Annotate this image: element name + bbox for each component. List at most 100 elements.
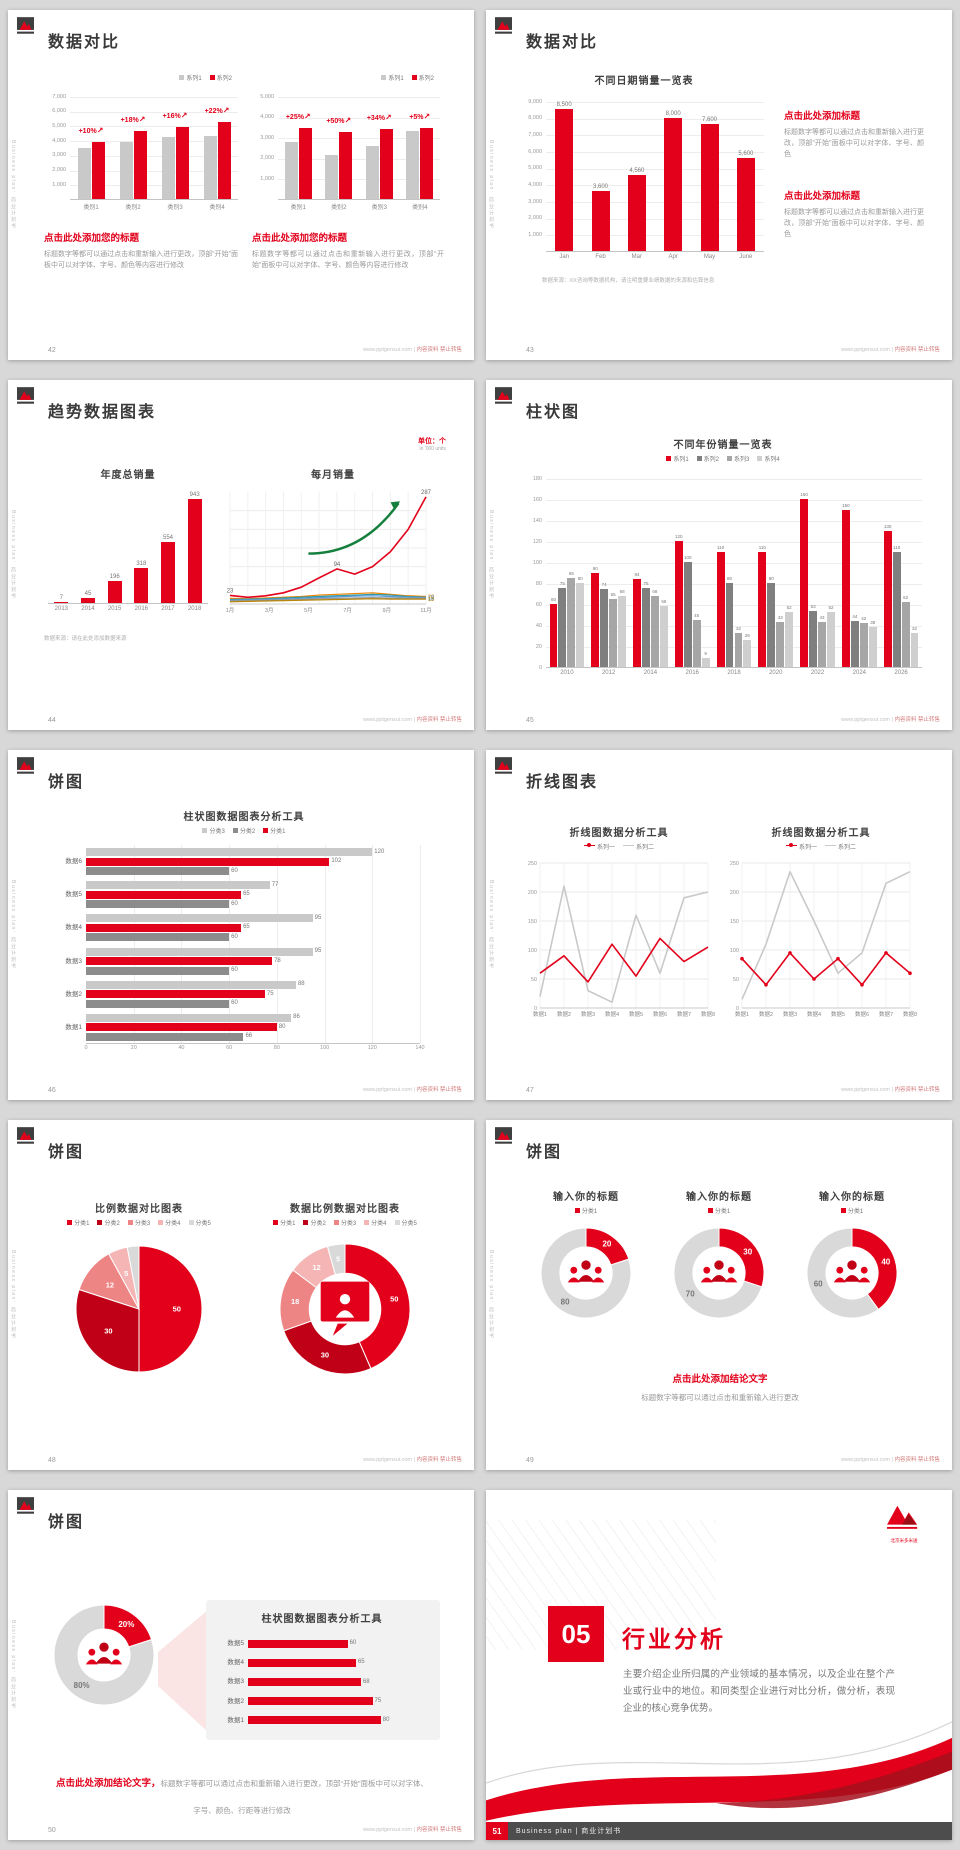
slide-footer: www.pptgensui.com | 内容资料 禁止转售 bbox=[841, 715, 940, 723]
conclusion-subtext: 标题数字等都可以通过点击和重新输入进行更改 bbox=[641, 1393, 799, 1403]
sidebar-vertical-text: Business plan．商业计划书 bbox=[10, 140, 16, 230]
caption-heading: 点击此处添加您的标题 bbox=[252, 233, 348, 244]
svg-text:3月: 3月 bbox=[265, 607, 274, 614]
panel-bar-chart: 柱状图数据图表分析工具 数据5 60 数据4 65 数据3 68 数据2 75 数据1 80 bbox=[227, 1614, 390, 1725]
svg-text:40: 40 bbox=[881, 1258, 890, 1267]
line-chart-left: 折线图数据分析工具 系列一 系列二 0 50 100 150 200 250 数据1 数据2 数据3 数… bbox=[527, 828, 716, 1018]
brand-logo-icon bbox=[17, 1497, 34, 1514]
slide-48-pie-charts[interactable]: Business plan．商业计划书 饼图 比例数据对比图表 分类1 分类2 分类3… bbox=[8, 1120, 474, 1470]
svg-text:250: 250 bbox=[528, 861, 537, 867]
footer-site: www.pptgensui.com | bbox=[841, 347, 893, 353]
slide-title: 数据对比 bbox=[526, 34, 599, 51]
page-number: 48 bbox=[48, 1457, 56, 1464]
footer-note: 内容资料 禁止转售 bbox=[894, 1087, 940, 1093]
svg-text:数据2: 数据2 bbox=[759, 1010, 773, 1018]
svg-text:60: 60 bbox=[814, 1279, 823, 1288]
svg-text:100: 100 bbox=[528, 948, 537, 954]
slide-49-donut-charts[interactable]: Business plan．商业计划书 饼图 输入你的标题 分类1 20 80 输入你… bbox=[486, 1120, 952, 1470]
slide-42-data-comparison[interactable]: Business plan．商业计划书 数据对比 系列1 系列2 7,000 6,00… bbox=[8, 10, 474, 360]
donut-chart: 数据比例数据对比图表 分类1 分类2 分类3 分类4 分类5 50 30 18 12 5 bbox=[244, 1200, 446, 1420]
caption-block: 点击此处添加标题 标题数字等都可以通过点击和重新输入进行更改，顶部“开始”面板中… bbox=[784, 108, 924, 161]
slide-43-data-comparison[interactable]: Business plan．商业计划书 数据对比 不同日期销量一览表 9,000 8… bbox=[486, 10, 952, 360]
svg-text:数据8: 数据8 bbox=[903, 1010, 917, 1018]
sidebar-vertical-text: Business plan．商业计划书 bbox=[488, 140, 494, 230]
conclusion-block: 点击此处添加结论文字 标题数字等都可以通过点击和重新输入进行更改 bbox=[522, 1372, 918, 1405]
svg-text:5: 5 bbox=[124, 1269, 128, 1278]
svg-text:9月: 9月 bbox=[383, 607, 392, 614]
svg-text:数据3: 数据3 bbox=[581, 1010, 595, 1018]
annual-sales-bar-chart: 年度总销量 2013 7 2014 45 2015 196 2016 318 2017 554 201… bbox=[44, 466, 212, 616]
footer-site: www.pptgensui.com | bbox=[363, 347, 415, 353]
slide-footer: www.pptgensui.com | 内容资料 禁止转售 bbox=[841, 1455, 940, 1463]
sidebar-vertical-text: Business plan．商业计划书 bbox=[10, 510, 16, 600]
svg-text:18: 18 bbox=[428, 595, 434, 601]
svg-text:30: 30 bbox=[104, 1327, 112, 1336]
section-description: 主要介绍企业所归属的产业领域的基本情况，以及企业在整个产业或行业中的地位。和同类… bbox=[623, 1669, 895, 1715]
page-number: 45 bbox=[526, 717, 534, 724]
slide-50-donut-analysis[interactable]: Business plan．商业计划书 饼图 20% 80% 柱状图数据图表分析工… bbox=[8, 1490, 474, 1840]
donut-chart-1: 输入你的标题 分类1 20 80 bbox=[520, 1188, 652, 1360]
data-source-note: 数据来源：XX咨询等数据机构，请注明重要业绩数据的来源和估算信息 bbox=[542, 278, 715, 284]
slide-51-section-divider[interactable]: 北京米多米送 05 行业分析 主要介绍企业所归属的产业领域的基本情况，以及企业在… bbox=[486, 1490, 952, 1840]
footer-note: 内容资料 禁止转售 bbox=[894, 347, 940, 353]
svg-text:15: 15 bbox=[428, 596, 434, 602]
slide-footer: www.pptgensui.com | 内容资料 禁止转售 bbox=[363, 345, 462, 353]
slide-title: 柱状图 bbox=[526, 404, 581, 421]
donut-chart: 20% 80% bbox=[40, 1600, 168, 1728]
svg-text:20: 20 bbox=[428, 595, 434, 601]
brand-logo-icon bbox=[17, 17, 34, 34]
svg-text:7月: 7月 bbox=[343, 607, 352, 614]
svg-text:5: 5 bbox=[336, 1255, 340, 1264]
svg-text:50: 50 bbox=[531, 977, 537, 983]
slide-title: 数据对比 bbox=[48, 34, 121, 51]
footer-site: www.pptgensui.com | bbox=[363, 1087, 415, 1093]
caption-body: 标题数字等都可以通过点击和重新输入进行更改，顶部“开始”面板中可以对字体、字号、… bbox=[784, 209, 924, 239]
page-number: 51 bbox=[486, 1822, 508, 1840]
svg-text:94: 94 bbox=[334, 562, 341, 568]
footer-site: www.pptgensui.com | bbox=[363, 1457, 415, 1463]
unit-subtext: in '000 units bbox=[419, 446, 446, 452]
slide-44-trend-charts[interactable]: Business plan．商业计划书 趋势数据图表 单位：个 in '000 … bbox=[8, 380, 474, 730]
caption-heading: 点击此处添加您的标题 bbox=[44, 233, 140, 244]
page-number: 42 bbox=[48, 347, 56, 354]
svg-text:287: 287 bbox=[421, 490, 432, 496]
svg-text:数据6: 数据6 bbox=[855, 1010, 869, 1018]
slide-title: 饼图 bbox=[48, 1514, 85, 1531]
slide-title: 饼图 bbox=[526, 1144, 563, 1161]
footer-site: www.pptgensui.com | bbox=[363, 717, 415, 723]
sidebar-vertical-text: Business plan．商业计划书 bbox=[10, 880, 16, 970]
footer-note: 内容资料 禁止转售 bbox=[416, 347, 462, 353]
conclusion-heading: 点击此处添加结论文字， bbox=[56, 1778, 161, 1789]
slide-title: 饼图 bbox=[48, 1144, 85, 1161]
slide-45-column-chart[interactable]: Business plan．商业计划书 柱状图 不同年份销量一览表 系列1 系列2 系… bbox=[486, 380, 952, 730]
svg-text:0: 0 bbox=[736, 1006, 739, 1012]
pie-chart: 比例数据对比图表 分类1 分类2 分类3 分类4 分类5 50 30 12 5 bbox=[38, 1200, 240, 1420]
svg-text:150: 150 bbox=[528, 919, 537, 925]
unit-text: 单位：个 bbox=[418, 438, 446, 445]
footer-site: www.pptgensui.com | bbox=[363, 1827, 415, 1833]
brand-logo-icon bbox=[887, 1505, 918, 1529]
footer-note: 内容资料 禁止转售 bbox=[894, 1457, 940, 1463]
slide-footer: www.pptgensui.com | 内容资料 禁止转售 bbox=[841, 345, 940, 353]
svg-text:50: 50 bbox=[733, 977, 739, 983]
sidebar-vertical-text: Business plan．商业计划书 bbox=[10, 1250, 16, 1340]
conclusion-subtext: 标题数字等都可以通过点击和重新输入进行更改，顶部“开始”面板中可以对字体、字号、… bbox=[160, 1779, 429, 1816]
slide-46-horizontal-bars[interactable]: Business plan．商业计划书 饼图 柱状图数据图表分析工具 分类3 分类2… bbox=[8, 750, 474, 1100]
svg-text:12: 12 bbox=[312, 1263, 320, 1272]
svg-text:数据2: 数据2 bbox=[557, 1010, 571, 1018]
svg-text:50: 50 bbox=[390, 1294, 398, 1303]
section-title: 行业分析 bbox=[622, 1626, 726, 1652]
section-number: 05 bbox=[548, 1606, 604, 1662]
footer-note: 内容资料 禁止转售 bbox=[416, 717, 462, 723]
svg-text:数据1: 数据1 bbox=[533, 1010, 547, 1018]
svg-text:70: 70 bbox=[686, 1289, 695, 1298]
comparison-bar-chart-2: 系列1 系列2 5,000 4,000 3,000 2,000 1,000 类别1 +25%↗ 类… bbox=[252, 70, 444, 212]
slide-footer: www.pptgensui.com | 内容资料 禁止转售 bbox=[363, 1085, 462, 1093]
footer-note: 内容资料 禁止转售 bbox=[416, 1827, 462, 1833]
page-number: 47 bbox=[526, 1087, 534, 1094]
brand-caption: 北京米多米送 bbox=[890, 1538, 918, 1543]
yearly-sales-grouped-bar-chart: 不同年份销量一览表 系列1 系列2 系列3 系列4 180 160 140 120 100 80 60… bbox=[520, 436, 926, 680]
line-chart-right: 折线图数据分析工具 系列一 系列二 0 50 100 150 200 250 数据1 数据2 数据3 数… bbox=[729, 828, 918, 1018]
slide-47-line-charts[interactable]: Business plan．商业计划书 折线图表 折线图数据分析工具 系列一 系列二… bbox=[486, 750, 952, 1100]
